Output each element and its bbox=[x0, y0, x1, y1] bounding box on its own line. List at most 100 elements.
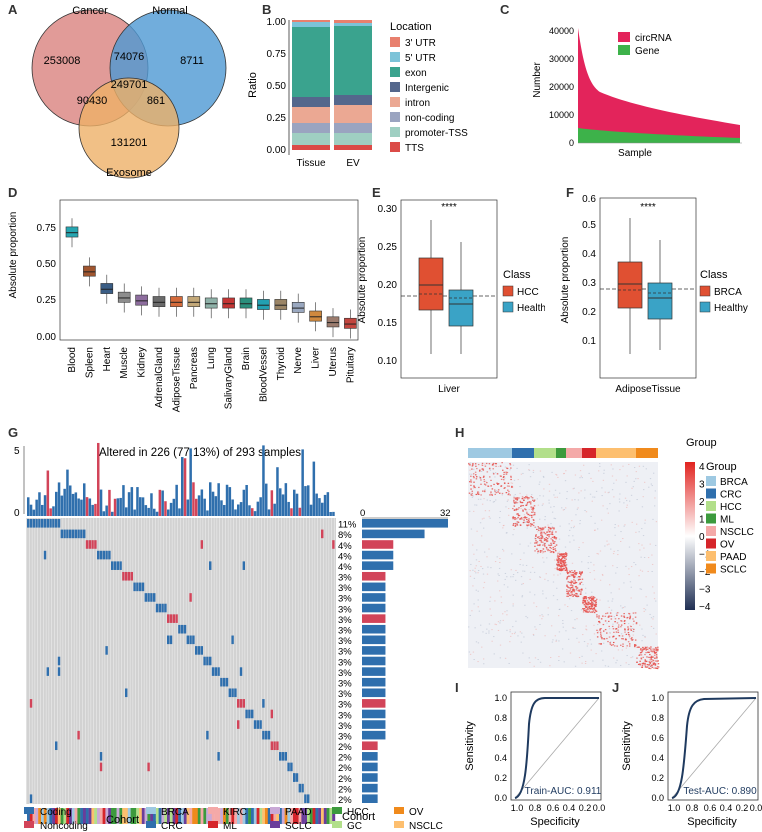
heatmap-cell bbox=[641, 570, 644, 572]
heatmap-cell bbox=[594, 522, 596, 524]
heatmap-cell bbox=[545, 597, 547, 599]
heatmap-cell bbox=[472, 495, 474, 497]
heatmap-cell bbox=[565, 630, 567, 632]
heatmap-cell bbox=[481, 463, 483, 465]
heatmap-cell bbox=[645, 647, 647, 649]
onco-top-bar bbox=[155, 511, 159, 516]
heatmap-cell bbox=[583, 464, 585, 466]
heatmap-cell bbox=[650, 648, 652, 650]
heatmap-cell bbox=[575, 573, 577, 576]
heatmap-cell bbox=[533, 512, 536, 514]
heatmap-cell bbox=[655, 660, 657, 662]
heatmap-cell bbox=[628, 635, 631, 637]
heatmap-cell bbox=[601, 495, 603, 497]
roc-train-xtick: 0.2 bbox=[579, 803, 592, 813]
onco-cell bbox=[66, 529, 69, 539]
heatmap-cell bbox=[639, 664, 642, 666]
heatmap-cell bbox=[627, 629, 629, 631]
onco-top-bar bbox=[74, 492, 78, 516]
heatmap-cell bbox=[475, 493, 478, 496]
heatmap-cell bbox=[612, 553, 615, 555]
roc-train: Sensitivity 0.0 0.2 0.4 0.6 0.8 1.0 Trai… bbox=[464, 691, 605, 828]
venn-exosome-only: 131201 bbox=[111, 137, 148, 149]
heatmap-cell bbox=[590, 600, 593, 602]
cohort-cell bbox=[293, 808, 296, 824]
heatmap-cell bbox=[595, 605, 597, 607]
legend-hcc: HCC bbox=[517, 287, 539, 298]
heatmap-cell bbox=[587, 643, 589, 645]
onco-cell bbox=[29, 699, 33, 708]
onco-cell bbox=[88, 540, 91, 549]
heatmap-cell bbox=[602, 659, 604, 661]
heatmap-cell bbox=[583, 641, 586, 643]
heatmap-cell bbox=[519, 631, 521, 633]
heatmap-cell bbox=[584, 597, 587, 599]
liver-ytick: 0.20 bbox=[378, 280, 398, 291]
onco-right-axis-min: 0 bbox=[360, 508, 365, 519]
heatmap-cell bbox=[530, 503, 532, 505]
heatmap-cell bbox=[628, 627, 630, 629]
cohort-cell bbox=[35, 808, 39, 824]
tissue-box bbox=[222, 297, 235, 309]
heatmap-cell bbox=[506, 485, 509, 487]
heatmap-cell bbox=[550, 543, 553, 545]
heatmap-cell bbox=[490, 491, 492, 493]
heatmap-cell bbox=[590, 515, 592, 517]
heatmap-cell bbox=[602, 630, 605, 632]
heatmap-cell bbox=[636, 657, 638, 659]
heatmap-cell bbox=[582, 608, 584, 610]
onco-cell bbox=[119, 561, 122, 570]
heatmap-cell bbox=[557, 569, 559, 571]
heatmap-cell bbox=[580, 572, 583, 575]
heatmap-cell bbox=[565, 552, 567, 554]
heatmap-cell bbox=[473, 486, 476, 488]
heatmap-cell bbox=[608, 636, 611, 638]
onco-right-bar bbox=[362, 688, 386, 698]
heatmap-cell bbox=[610, 644, 613, 646]
heatmap-cell bbox=[623, 612, 625, 615]
heatmap-cell bbox=[535, 628, 537, 630]
onco-top-bar bbox=[312, 461, 316, 516]
heatmap-cell bbox=[630, 597, 632, 599]
heatmap-cell bbox=[606, 632, 608, 634]
heatmap-cell bbox=[532, 566, 534, 568]
heatmap-cell bbox=[519, 518, 521, 520]
heatmap-cell bbox=[647, 557, 650, 559]
venn-cancer-exosome: 90430 bbox=[77, 95, 108, 107]
onco-percent: 3% bbox=[338, 657, 352, 668]
heatmap-cell bbox=[642, 663, 645, 665]
heatmap-cell bbox=[622, 638, 624, 640]
tissue-ytick: 0.50 bbox=[37, 259, 57, 270]
onco-top-bar bbox=[55, 491, 58, 516]
heatmap-cell bbox=[531, 494, 533, 496]
onco-right-bar bbox=[362, 752, 378, 761]
onco-right-bar bbox=[362, 593, 386, 602]
cohort-cell bbox=[147, 808, 151, 824]
tissue-box bbox=[204, 297, 218, 309]
heatmap-cell bbox=[584, 605, 587, 608]
heatmap-cell bbox=[560, 558, 562, 561]
heatmap-cell bbox=[566, 571, 568, 573]
heatmap-cell bbox=[527, 524, 530, 526]
heatmap-cell bbox=[609, 632, 611, 634]
heatmap-cell bbox=[551, 533, 553, 535]
heatmap-cell bbox=[595, 653, 597, 655]
heatmap-cell bbox=[496, 556, 498, 558]
heatmap-cell bbox=[609, 503, 611, 505]
heatmap-cell bbox=[486, 471, 489, 473]
heatmap-cell bbox=[625, 647, 628, 649]
heatmap-cell bbox=[554, 548, 557, 550]
cohort-cell bbox=[144, 808, 148, 824]
heatmap-cell bbox=[507, 493, 510, 496]
heatmap-cell bbox=[514, 498, 517, 500]
onco-cell bbox=[265, 730, 268, 740]
heatmap-cell bbox=[644, 609, 647, 611]
heatmap-cell bbox=[539, 550, 542, 552]
onco-cell bbox=[267, 730, 271, 740]
heatmap-cell bbox=[586, 645, 589, 647]
heatmap-cell bbox=[583, 599, 585, 601]
heatmap-cell bbox=[602, 505, 604, 507]
onco-top-bar bbox=[245, 484, 248, 516]
heatmap-cell bbox=[552, 639, 554, 641]
heatmap-cell bbox=[551, 539, 554, 541]
